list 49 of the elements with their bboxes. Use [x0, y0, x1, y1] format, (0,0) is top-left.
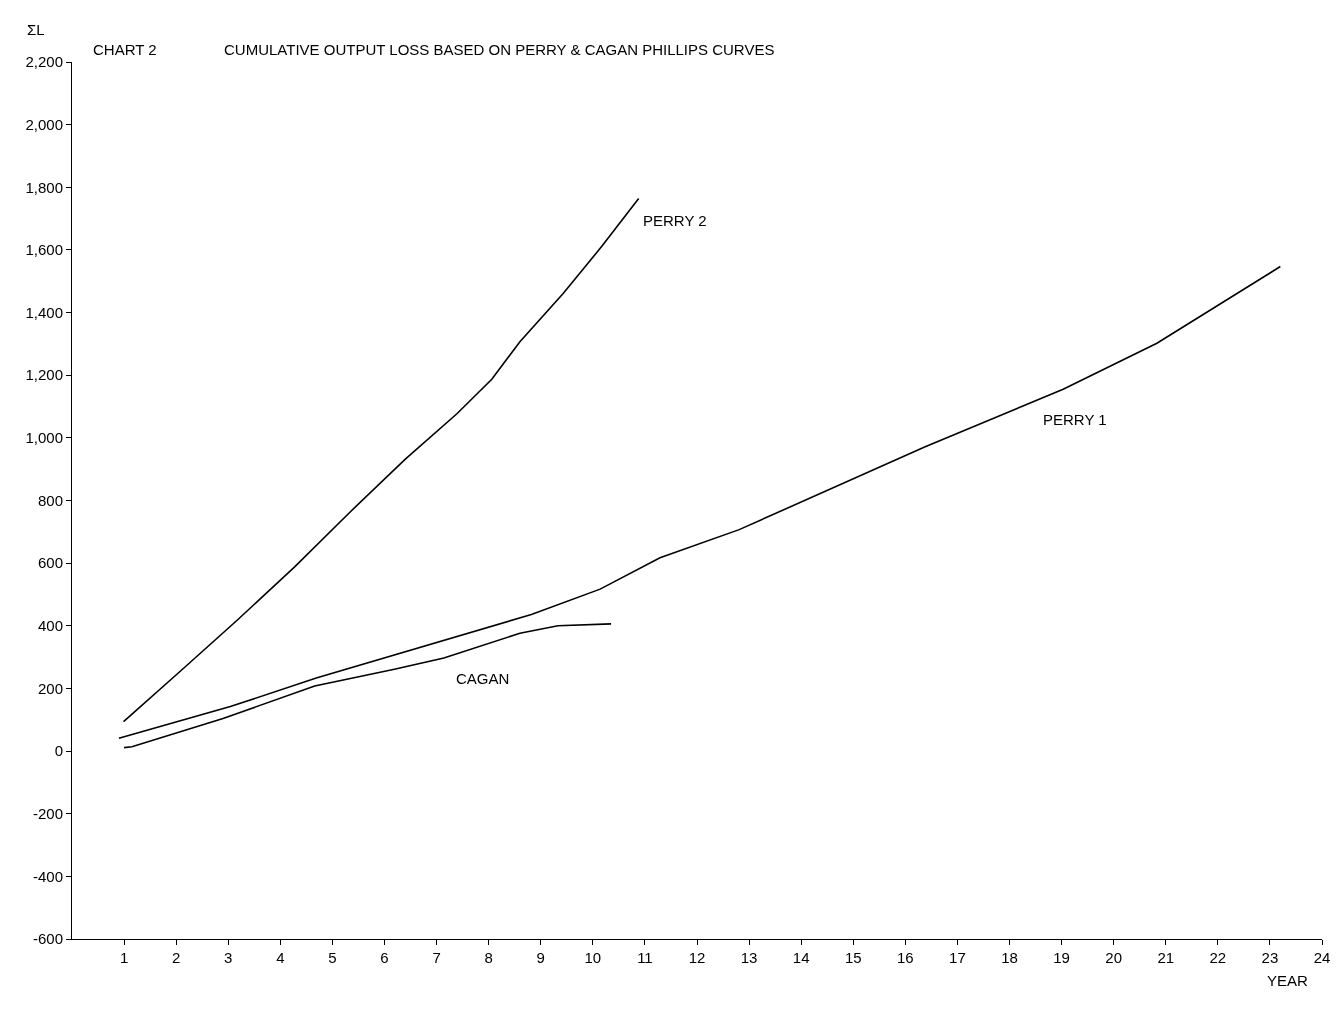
line-series — [123, 623, 612, 749]
x-tick-label: 19 — [1053, 949, 1070, 966]
y-tick-label: -400 — [32, 867, 63, 885]
y-tick-label: -200 — [32, 804, 63, 822]
x-tick-label: 9 — [536, 949, 545, 966]
y-tick-label: 1,000 — [25, 429, 63, 447]
series-label: CAGAN — [456, 670, 510, 687]
y-tick-label: 2,000 — [25, 115, 63, 133]
x-tick-label: 13 — [740, 949, 758, 966]
y-tick-label: 1,400 — [25, 303, 63, 321]
y-tick-label: 2,200 — [25, 53, 63, 71]
x-axis-title: YEAR — [1267, 972, 1309, 989]
x-tick-label: 6 — [380, 949, 389, 966]
series-label: PERRY 1 — [1043, 411, 1107, 428]
chart-title: CHART 2 — [93, 41, 157, 58]
x-tick-label: 14 — [792, 949, 810, 966]
y-axis-title: ΣL — [27, 21, 45, 38]
y-tick-label: 200 — [37, 679, 63, 697]
x-tick-label: 15 — [844, 949, 862, 966]
series-label: PERRY 2 — [643, 212, 707, 229]
line-series — [118, 265, 1282, 740]
chart-subtitle: CUMULATIVE OUTPUT LOSS BASED ON PERRY & CAGAN PHILLIPS CURVES — [224, 41, 775, 58]
x-tick-label: 17 — [949, 949, 966, 966]
y-tick-label: 1,600 — [25, 241, 63, 259]
x-tick-label: 16 — [896, 949, 914, 966]
y-tick-label: 1,200 — [25, 366, 63, 384]
y-tick-label: 600 — [37, 554, 63, 572]
x-tick-label: 4 — [276, 949, 285, 966]
x-tick-label: 22 — [1209, 949, 1227, 966]
y-tick-label: 800 — [37, 491, 63, 509]
x-tick-label: 21 — [1157, 949, 1175, 966]
x-tick-label: 10 — [584, 949, 602, 966]
y-tick-label: 400 — [37, 617, 63, 635]
x-tick-label: 3 — [224, 949, 233, 966]
y-tick-label: 0 — [54, 742, 63, 760]
x-tick-label: 5 — [328, 949, 337, 966]
x-tick-label: 12 — [688, 949, 706, 966]
line-series — [122, 197, 640, 723]
x-tick-label: 2 — [172, 949, 181, 966]
x-tick-label: 1 — [119, 949, 129, 966]
x-tick-label: 20 — [1105, 949, 1123, 966]
y-tick-label: 1,800 — [25, 178, 63, 196]
x-tick-label: 11 — [637, 949, 653, 966]
x-tick-label: 23 — [1261, 949, 1279, 966]
x-tick-label: 8 — [484, 949, 493, 966]
y-tick-label: -600 — [32, 930, 63, 948]
x-tick-label: 18 — [1001, 949, 1018, 966]
x-tick-label: 24 — [1313, 949, 1331, 966]
x-tick-label: 7 — [432, 949, 441, 966]
